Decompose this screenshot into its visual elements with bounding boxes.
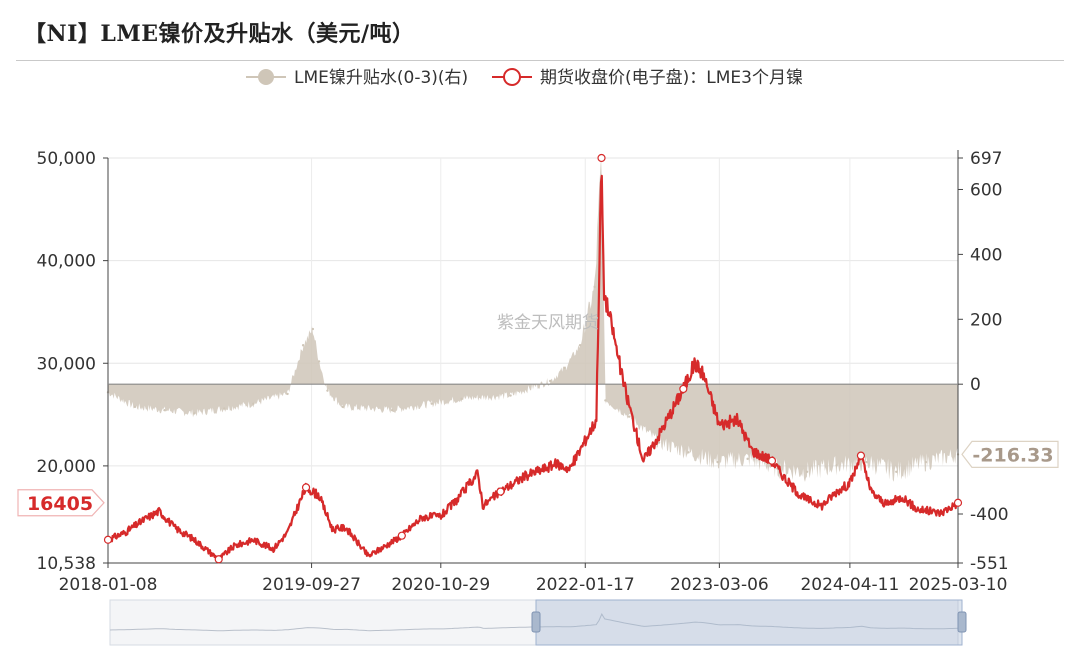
basis-point-18 <box>578 344 582 347</box>
price-last-badge <box>17 489 105 517</box>
slider-selection[interactable] <box>535 599 963 646</box>
legend-price-swatch <box>503 68 521 86</box>
axes: 10,538 20,000 30,000 40,000 50,000 -551 -400 0 2… <box>37 149 1009 595</box>
y-right-tick-6: 697 <box>970 149 1002 169</box>
y-right-tick-1: -400 <box>970 505 1009 525</box>
basis-point-10 <box>326 389 329 392</box>
basis-point-13 <box>430 402 433 405</box>
title-divider <box>16 60 1064 61</box>
price-point-48 <box>856 451 866 460</box>
value-badges: 16405 -216.33 <box>17 440 1059 517</box>
y-left-tick-2: 30,000 <box>37 354 96 374</box>
y-right-tick-2: 0 <box>970 375 981 395</box>
basis-point-11 <box>341 405 344 409</box>
basis-point-14 <box>460 397 463 400</box>
price-point-30 <box>597 153 606 163</box>
basis-point-26 <box>746 457 749 461</box>
basis-last-value: -216.33 <box>972 444 1053 466</box>
price-point-6 <box>214 555 223 564</box>
basis-point-2 <box>163 408 166 412</box>
basis-point-30 <box>865 460 868 464</box>
x-tick-5: 2024-04-11 <box>800 575 899 595</box>
chart-title: 【NI】LME镍价及升贴水（美元/吨） <box>24 21 415 47</box>
legend-basis-swatch <box>258 69 274 85</box>
y-right-tick-4: 400 <box>970 245 1002 265</box>
basis-point-4 <box>223 407 226 410</box>
x-tick-6: 2025-03-10 <box>909 575 1008 595</box>
basis-point-1 <box>133 405 137 409</box>
price-point-42 <box>767 456 777 465</box>
basis-point-31 <box>895 470 898 474</box>
basis-point-19 <box>593 285 596 289</box>
basis-point-32 <box>924 460 928 464</box>
legend-price-label: 期货收盘价(电子盘)：LME3个月镍 <box>540 68 803 88</box>
slider-handle-left[interactable] <box>531 611 541 633</box>
basis-point-16 <box>549 379 552 383</box>
price-point-12 <box>301 483 311 492</box>
basis-point-23 <box>657 441 661 444</box>
y-left-tick-4: 50,000 <box>37 149 96 169</box>
y-right-tick-5: 600 <box>970 180 1002 200</box>
price-point-36 <box>679 384 688 394</box>
basis-point-29 <box>835 464 838 467</box>
basis-point-25 <box>716 460 719 464</box>
price-point-24 <box>496 487 505 496</box>
basis-point-8 <box>311 327 315 331</box>
basis-point-5 <box>252 402 255 405</box>
basis-point-15 <box>509 394 512 397</box>
legend-basis-label: LME镍升贴水(0-3)(右) <box>294 68 468 88</box>
price-line <box>107 174 960 562</box>
basis-point-28 <box>805 470 809 474</box>
basis-point-22 <box>627 415 631 418</box>
price-point-0 <box>103 535 113 544</box>
x-tick-0: 2018-01-08 <box>59 575 158 595</box>
price-point-54 <box>953 498 963 507</box>
y-right-tick-0: -551 <box>970 554 1009 574</box>
grid-lines <box>107 157 959 564</box>
basis-point-3 <box>193 412 196 415</box>
x-tick-1: 2019-09-27 <box>262 575 361 595</box>
basis-last-badge <box>961 440 1059 468</box>
basis-point-24 <box>687 451 690 454</box>
y-left-tick-1: 20,000 <box>37 457 96 477</box>
y-left-tick-3: 40,000 <box>37 252 96 272</box>
price-point-18 <box>397 531 406 540</box>
price-line-series <box>103 153 963 564</box>
basis-point-12 <box>390 408 394 412</box>
legend: LME镍升贴水(0-3)(右) 期货收盘价(电子盘)：LME3个月镍 <box>246 68 803 88</box>
basis-point-17 <box>563 366 567 370</box>
data-zoom-slider <box>109 599 967 646</box>
price-last-value: 16405 <box>27 493 93 515</box>
basis-point-9 <box>317 360 321 363</box>
x-tick-2: 2020-10-29 <box>391 575 490 595</box>
basis-point-21 <box>604 399 607 402</box>
watermark: 紫金天风期货 <box>497 313 599 333</box>
basis-point-7 <box>301 344 305 347</box>
basis-point-6 <box>286 392 289 396</box>
slider-handle-right[interactable] <box>957 611 967 633</box>
x-tick-4: 2023-03-06 <box>670 575 769 595</box>
basis-area <box>108 157 958 482</box>
x-tick-3: 2022-01-17 <box>536 575 635 595</box>
y-right-tick-3: 200 <box>970 310 1002 330</box>
y-left-tick-0: 10,538 <box>37 554 96 574</box>
